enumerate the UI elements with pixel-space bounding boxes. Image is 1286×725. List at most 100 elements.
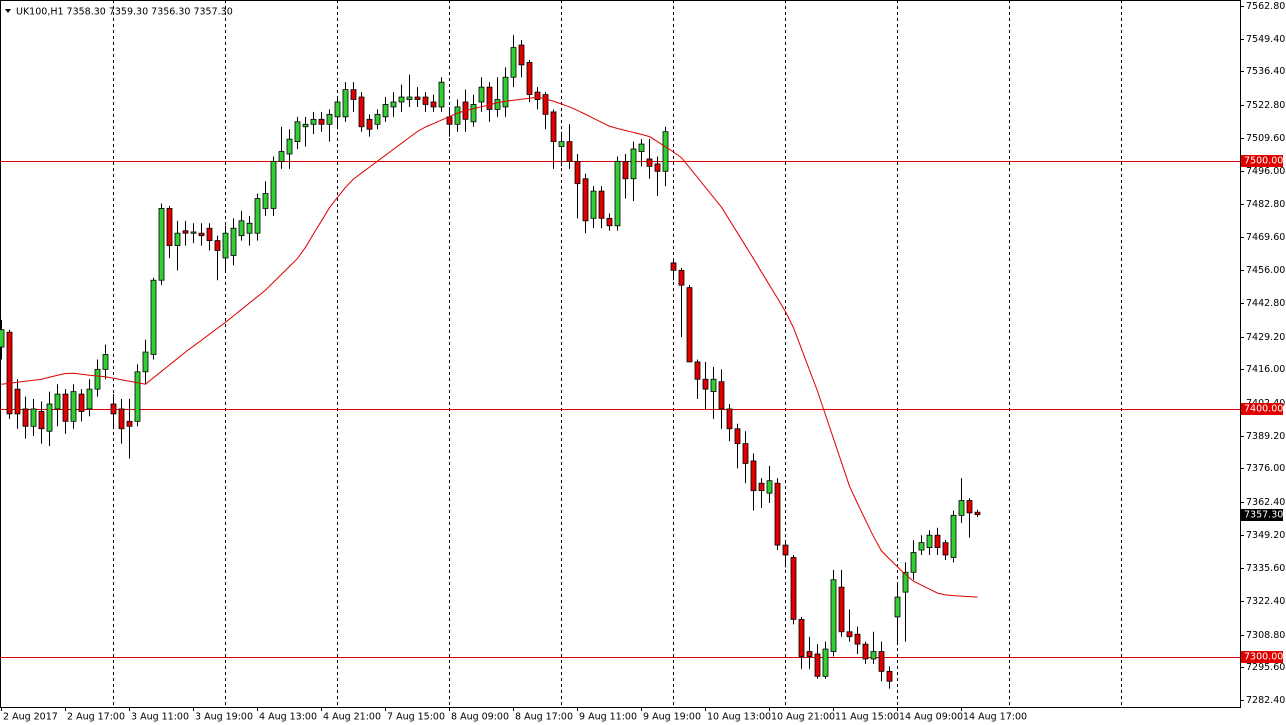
candle-body xyxy=(918,542,925,551)
candle-body xyxy=(110,403,117,415)
candle-body xyxy=(694,361,701,380)
candle-body xyxy=(318,118,325,125)
candle-body xyxy=(558,141,565,147)
candle-body xyxy=(6,331,13,415)
candle-body xyxy=(494,99,501,110)
candle-body xyxy=(670,262,677,271)
y-tick-label: 7389.20 xyxy=(1246,431,1285,442)
candle-body xyxy=(766,480,773,494)
x-tick-label: 8 Aug 09:00 xyxy=(451,712,509,723)
candle-body xyxy=(366,118,373,130)
candle-body xyxy=(790,557,797,620)
candle-body xyxy=(70,391,77,422)
candle-body xyxy=(414,96,421,100)
x-tick-label: 10 Aug 13:00 xyxy=(707,712,771,723)
candle-body xyxy=(974,511,981,516)
candle-body xyxy=(854,633,861,645)
candle-body xyxy=(686,287,693,363)
y-tick-label: 7376.00 xyxy=(1246,463,1285,474)
candle-body xyxy=(502,76,509,108)
candle-body xyxy=(926,534,933,548)
candle-body xyxy=(302,123,309,128)
candle-body xyxy=(478,86,485,103)
level-label: 7300.00 xyxy=(1244,652,1283,663)
candle-body xyxy=(838,586,845,633)
candle-body xyxy=(830,579,837,652)
last-price-box xyxy=(1241,509,1283,521)
x-tick-label: 9 Aug 19:00 xyxy=(643,712,701,723)
candle-body xyxy=(702,378,709,390)
candle-body xyxy=(598,190,605,219)
candle-body xyxy=(270,161,277,209)
candle-body xyxy=(254,198,261,234)
x-tick-label: 11 Aug 15:00 xyxy=(835,712,899,723)
candle-body xyxy=(134,371,141,422)
candle-body xyxy=(638,143,645,152)
symbol-menu-arrow[interactable] xyxy=(5,9,11,13)
candle-body xyxy=(622,161,629,180)
y-tick-label: 7456.00 xyxy=(1246,265,1285,276)
x-tick-label: 4 Aug 13:00 xyxy=(259,712,317,723)
y-tick-label: 7536.40 xyxy=(1246,66,1285,77)
candle-body xyxy=(758,482,765,492)
candle-body xyxy=(142,351,149,373)
chart-title: UK100,H1 7358.30 7359.30 7356.30 7357.30 xyxy=(16,7,233,18)
y-tick-label: 7509.60 xyxy=(1246,133,1285,144)
candle-body xyxy=(398,96,405,103)
candle-body xyxy=(934,534,941,548)
candle-body xyxy=(606,217,613,227)
candle-body xyxy=(814,653,821,677)
y-tick-label: 7482.80 xyxy=(1246,199,1285,210)
candle-body xyxy=(526,61,533,95)
candle-body xyxy=(734,428,741,445)
candle-body xyxy=(198,232,205,237)
level-label-box xyxy=(1241,155,1283,167)
level-label: 7400.00 xyxy=(1244,404,1283,415)
candle-body xyxy=(902,571,909,593)
candle-body xyxy=(334,101,341,118)
candle-body xyxy=(262,193,269,209)
x-tick-label: 2 Aug 17:00 xyxy=(67,712,125,723)
candle-body xyxy=(30,408,37,427)
moving-average xyxy=(1,96,978,598)
candle-body xyxy=(278,151,285,162)
y-tick-label: 7322.40 xyxy=(1246,596,1285,607)
candle-body xyxy=(542,94,549,115)
level-label: 7500.00 xyxy=(1244,156,1283,167)
candle-body xyxy=(406,96,413,100)
x-tick-label: 10 Aug 21:00 xyxy=(771,712,835,723)
candle-body xyxy=(910,552,917,573)
candle-body xyxy=(654,163,661,172)
candle-body xyxy=(22,408,29,427)
y-tick-label: 7416.00 xyxy=(1246,364,1285,375)
candle-body xyxy=(438,81,445,108)
candle-body xyxy=(958,500,965,516)
candle-body xyxy=(726,408,733,430)
candle-body xyxy=(710,378,717,393)
candle-body xyxy=(166,208,173,246)
x-tick-label: 7 Aug 15:00 xyxy=(387,712,445,723)
candle-body xyxy=(182,230,189,234)
candle-body xyxy=(878,651,885,672)
candle-body xyxy=(14,388,21,415)
candle-body xyxy=(630,148,637,180)
y-tick-label: 7295.60 xyxy=(1246,662,1285,673)
candle-body xyxy=(102,354,109,370)
x-tick-label: 14 Aug 09:00 xyxy=(899,712,963,723)
candle-body xyxy=(806,651,813,657)
y-tick-label: 7562.80 xyxy=(1246,1,1285,12)
candle-body xyxy=(862,643,869,660)
candle-body xyxy=(566,141,573,162)
candle-body xyxy=(246,222,253,234)
candle-body xyxy=(0,329,5,348)
candle-body xyxy=(390,101,397,108)
level-label-box xyxy=(1241,651,1283,663)
candle-body xyxy=(94,368,101,390)
candle-body xyxy=(454,106,461,125)
y-tick-label: 7469.60 xyxy=(1246,232,1285,243)
y-tick-label: 7282.40 xyxy=(1246,695,1285,706)
candle-body xyxy=(718,381,725,410)
candle-body xyxy=(382,104,389,118)
x-tick-label: 3 Aug 11:00 xyxy=(131,712,189,723)
